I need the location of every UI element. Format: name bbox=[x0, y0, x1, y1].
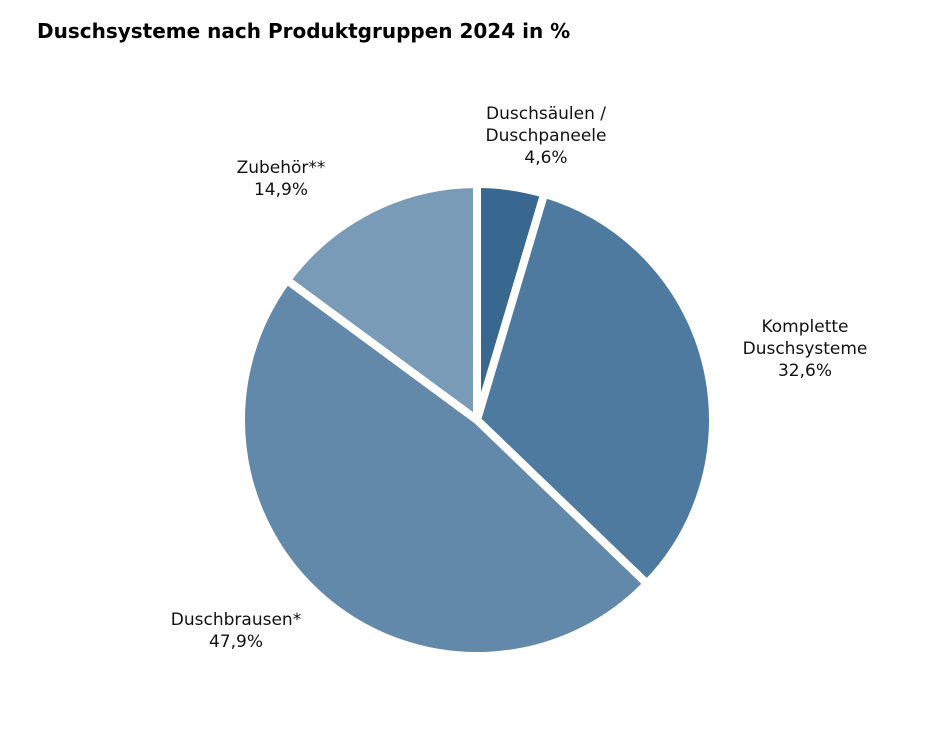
label-duschbrausen: Duschbrausen* 47,9% bbox=[171, 609, 301, 653]
label-line: Komplette bbox=[761, 317, 849, 337]
label-line: Zubehör** bbox=[236, 158, 326, 178]
pie-slice-3 bbox=[281, 179, 481, 428]
label-duschsaeulen: Duschsäulen / Duschpaneele 4,6% bbox=[486, 103, 607, 169]
chart-title: Duschsysteme nach Produktgruppen 2024 in… bbox=[37, 19, 571, 43]
label-value: 4,6% bbox=[524, 148, 568, 168]
label-value: 14,9% bbox=[253, 180, 308, 200]
label-zubehoer: Zubehör** 14,9% bbox=[237, 157, 326, 201]
label-line: Duschpaneele bbox=[485, 126, 607, 146]
label-value: 32,6% bbox=[777, 361, 833, 381]
pie-slice-2 bbox=[237, 274, 653, 660]
label-line: Duschsysteme bbox=[742, 339, 868, 359]
pie-slice-1 bbox=[472, 188, 717, 590]
label-value: 47,9% bbox=[208, 632, 263, 652]
label-line: Duschbrausen* bbox=[170, 610, 302, 630]
label-komplette-duschsysteme: Komplette Duschsysteme 32,6% bbox=[743, 316, 868, 382]
pie-slices bbox=[237, 179, 717, 660]
label-line: Duschsäulen / bbox=[486, 104, 606, 124]
